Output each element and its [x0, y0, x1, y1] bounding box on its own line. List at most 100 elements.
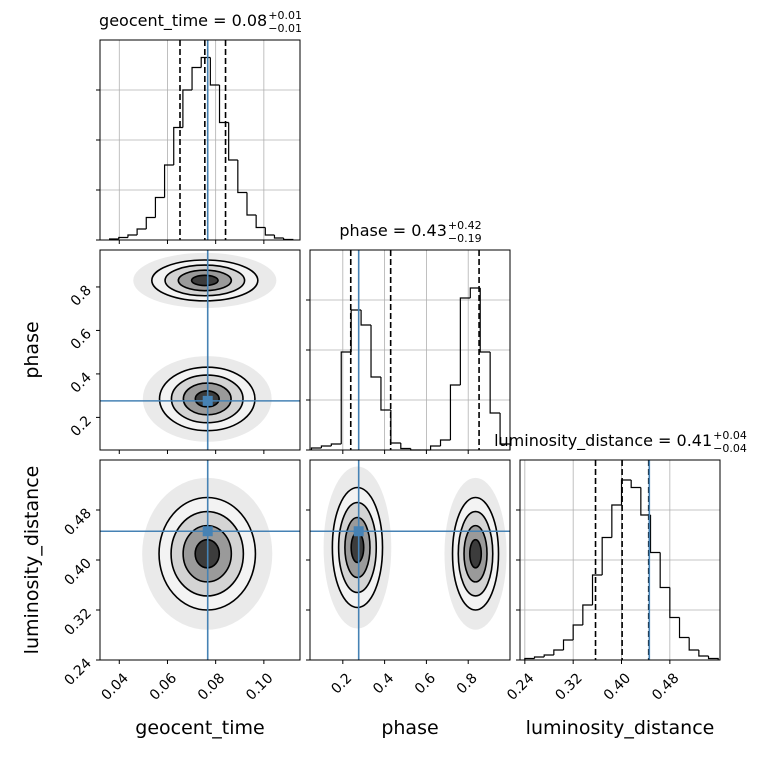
hist-bin	[127, 234, 138, 238]
hist-bin	[659, 552, 670, 589]
hist-bin	[640, 487, 651, 516]
x-tick-label: 0.40	[601, 670, 634, 703]
panel-frame	[519, 459, 721, 661]
panel-title: geocent_time = 0.08	[99, 11, 267, 31]
hist-bin	[572, 624, 583, 640]
x-tick-label: 0.04	[99, 670, 132, 703]
hist-bin	[459, 297, 471, 385]
hist-bin	[218, 85, 229, 124]
title-upper: +0.01	[268, 9, 302, 22]
hist-bin	[479, 288, 491, 353]
hist-bin	[310, 447, 322, 450]
hist-bin	[273, 235, 284, 239]
title-upper: +0.42	[448, 219, 482, 232]
hist-bin	[469, 287, 481, 298]
panel-title: luminosity_distance = 0.41	[494, 431, 712, 451]
hist-bin	[237, 160, 247, 194]
hist-bin	[707, 656, 719, 660]
hist-bin	[330, 443, 342, 446]
truth-marker	[202, 526, 213, 537]
hist-bin	[370, 325, 381, 378]
x-tick-label: 0.24	[504, 670, 537, 703]
contour	[190, 274, 219, 287]
hist-bin	[429, 445, 441, 450]
y-tick-label: 0.6	[68, 326, 95, 353]
truth-marker	[202, 395, 213, 406]
hist-bin	[173, 126, 183, 165]
hist-bin	[400, 443, 411, 450]
x-tick-label: 0.48	[649, 670, 682, 703]
hist-bin	[390, 410, 401, 444]
hist-bin	[360, 310, 372, 326]
truth-marker	[353, 526, 364, 537]
x-tick-label: 0.08	[195, 670, 228, 703]
hist-bin	[136, 228, 147, 235]
x-axis-label: geocent_time	[135, 717, 264, 739]
hist-bin	[582, 604, 593, 625]
x-tick-label: 0.8	[454, 670, 481, 697]
hist-bin	[182, 89, 193, 128]
hist-bin	[620, 479, 632, 505]
hist-bin	[163, 164, 174, 198]
hist-bin	[191, 66, 202, 90]
hist-bin	[118, 236, 128, 239]
hist-bin	[340, 351, 352, 444]
x-tick-label: 0.2	[328, 670, 355, 697]
hist-bin	[611, 504, 622, 538]
hist-bin	[688, 637, 699, 651]
hist-bin	[209, 57, 220, 86]
x-tick-label: 0.4	[370, 670, 397, 697]
hist-bin	[669, 587, 680, 619]
title-lower: −0.04	[713, 442, 747, 455]
x-axis-label: phase	[381, 717, 438, 739]
hist-bin	[449, 384, 461, 440]
density-panel	[133, 252, 277, 442]
hist-bin	[145, 216, 156, 229]
hist-bin	[533, 656, 545, 659]
hist-bin	[228, 122, 238, 161]
hist-bin	[264, 227, 275, 236]
hist-bin	[601, 536, 612, 575]
hist-bin	[320, 445, 332, 448]
y-axis-label: luminosity_distance	[21, 466, 43, 655]
hist-bin	[649, 515, 661, 554]
y-tick-label: 0.8	[68, 282, 95, 309]
y-tick-label: 0.40	[61, 556, 94, 589]
hist-bin	[380, 377, 391, 411]
title-upper: +0.04	[713, 429, 747, 442]
x-tick-label: 0.32	[552, 670, 585, 703]
density-panel	[323, 466, 507, 630]
hist-bin	[246, 192, 257, 216]
hist-bin	[543, 654, 554, 657]
x-tick-label: 0.6	[412, 670, 439, 697]
panel-frame	[309, 249, 511, 451]
hist-bin	[630, 480, 641, 489]
panel-frame	[99, 39, 301, 241]
hist-bin	[698, 650, 709, 657]
contour	[350, 531, 365, 564]
panel-frame	[99, 249, 301, 451]
y-tick-label: 0.48	[61, 506, 94, 539]
y-tick-label: 0.4	[68, 369, 95, 396]
y-axis-label: phase	[21, 321, 43, 378]
hist-bin	[553, 649, 564, 655]
hist-bin	[439, 439, 451, 446]
x-tick-label: 0.06	[147, 670, 180, 703]
title-lower: −0.01	[268, 22, 302, 35]
title-lower: −0.19	[448, 232, 482, 245]
hist-bin	[489, 352, 501, 414]
hist-bin	[350, 309, 362, 352]
hist-bin	[200, 56, 211, 68]
y-tick-label: 0.32	[61, 606, 94, 639]
x-axis-label: luminosity_distance	[526, 717, 715, 739]
contour	[468, 538, 483, 569]
hist-bin	[154, 196, 165, 218]
x-tick-label: 0.10	[243, 670, 276, 703]
panel-title: phase = 0.43	[339, 221, 446, 240]
y-tick-label: 0.2	[68, 413, 95, 440]
hist-bin	[678, 617, 690, 639]
hist-bin	[562, 639, 574, 650]
hist-bin	[255, 215, 266, 229]
hist-bin	[591, 574, 603, 605]
